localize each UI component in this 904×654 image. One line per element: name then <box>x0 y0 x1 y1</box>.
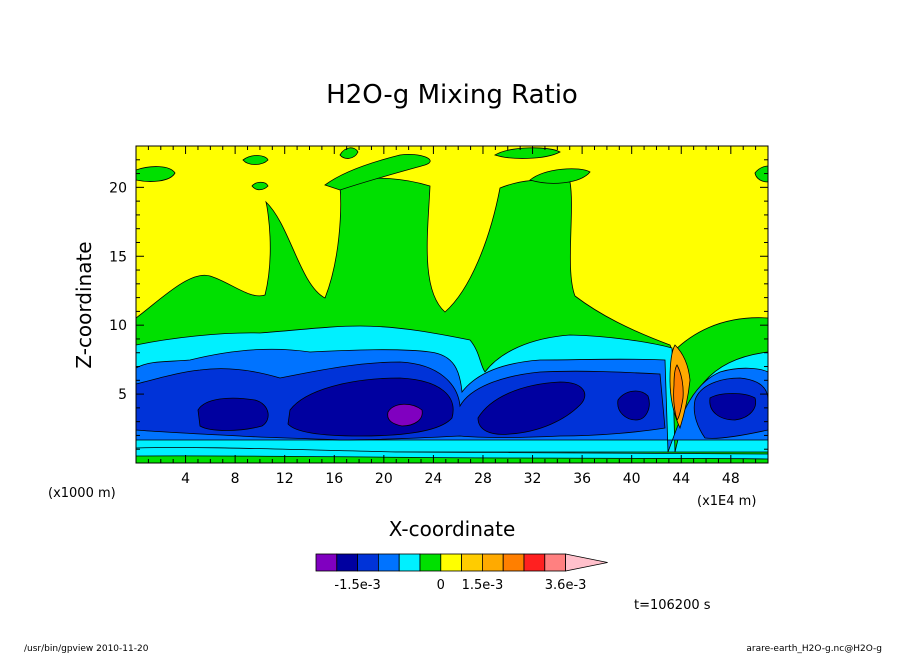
colorbar-swatch <box>315 553 338 572</box>
colorbar <box>315 553 608 572</box>
x-tick-label: 44 <box>672 471 690 487</box>
colorbar-label: 1.5e-3 <box>462 578 504 593</box>
contour-region-dark-blue <box>709 393 757 421</box>
x-axis-title: X-coordinate <box>389 517 516 541</box>
y-scale-label: (x1000 m) <box>48 486 116 501</box>
x-tick-label: 4 <box>181 471 190 487</box>
colorbar-swatch <box>440 553 462 572</box>
contour-field <box>136 146 768 463</box>
x-tick-label: 36 <box>573 471 591 487</box>
x-tick-label: 40 <box>623 471 641 487</box>
colorbar-label: 3.6e-3 <box>545 578 587 593</box>
chart-title: H2O-g Mixing Ratio <box>326 80 578 110</box>
contour-region-dark-orange <box>673 364 684 421</box>
colorbar-swatch <box>377 553 400 572</box>
colorbar-swatch <box>336 553 358 572</box>
contour-region-green-patch <box>494 147 561 159</box>
footer-left: /usr/bin/gpview 2010-11-20 <box>24 644 149 654</box>
x-scale-label: (x1E4 m) <box>697 494 756 509</box>
contour-region-dark-blue <box>197 397 269 431</box>
colorbar-arrow <box>565 553 608 572</box>
colorbar-swatch <box>544 553 566 572</box>
contour-region-green-patch <box>324 153 431 191</box>
x-tick-label: 32 <box>524 471 542 487</box>
contour-region-green-patch <box>339 147 359 159</box>
y-tick-label: 20 <box>109 180 127 196</box>
contour-region-green-patch <box>136 166 176 182</box>
colorbar-swatch <box>357 553 379 572</box>
colorbar-swatch <box>419 553 442 572</box>
x-tick-label: 12 <box>276 471 294 487</box>
footer-right: arare-earth_H2O-g.nc@H2O-g <box>746 644 882 654</box>
colorbar-swatch <box>461 553 483 572</box>
contour-region-green-patch <box>529 168 591 184</box>
x-tick-label: 28 <box>474 471 492 487</box>
y-axis: 5 10 15 20 <box>109 159 768 450</box>
colorbar-swatch <box>481 553 504 572</box>
colorbar-label: 0 <box>437 578 445 593</box>
x-tick-label: 16 <box>325 471 343 487</box>
contour-region-green-patch <box>754 165 768 183</box>
plot-frame <box>135 145 769 464</box>
y-tick-label: 15 <box>109 249 127 265</box>
y-axis-title: Z-coordinate <box>72 241 96 368</box>
contour-region-green-bottom <box>136 455 768 463</box>
colorbar-swatch <box>502 553 525 572</box>
contour-region-dark-blue <box>477 381 586 435</box>
x-tick-label: 48 <box>722 471 740 487</box>
contour-region-dark-blue <box>617 390 650 421</box>
x-tick-label: 8 <box>231 471 240 487</box>
time-label: t=106200 s <box>634 598 711 613</box>
contour-region-purple <box>387 403 423 427</box>
colorbar-label: -1.5e-3 <box>334 578 380 593</box>
colorbar-swatch <box>398 553 421 572</box>
colorbar-labels: -1.5e-3 0 1.5e-3 3.6e-3 <box>334 578 586 593</box>
y-tick-label: 5 <box>118 387 127 403</box>
y-tick-label: 10 <box>109 318 127 334</box>
colorbar-swatch <box>523 553 546 572</box>
x-axis: 4 8 12 16 20 24 28 32 36 40 44 48 <box>147 146 757 487</box>
contour-region-green-patch <box>251 181 269 191</box>
x-tick-label: 20 <box>375 471 393 487</box>
contour-region-green-patch <box>242 155 269 165</box>
x-tick-label: 24 <box>424 471 442 487</box>
